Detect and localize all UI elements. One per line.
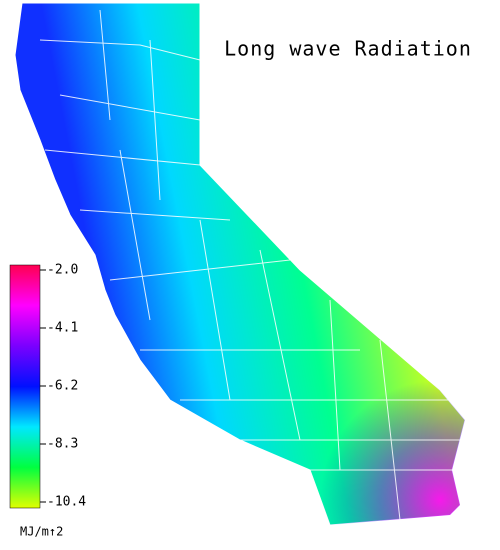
colorbar-tick-label: -8.3 [47, 437, 78, 452]
state-shape [14, 2, 466, 526]
colorbar-tick-label: -10.4 [47, 495, 86, 510]
map-title: Long wave Radiation [224, 37, 472, 61]
colorbar [9, 264, 41, 509]
colorbar-tick-label: -6.2 [47, 379, 78, 394]
colorbar-unit: MJ/m↑2 [20, 525, 63, 539]
colorbar-tick-label: -2.0 [47, 263, 78, 278]
colorbar-tick-label: -4.1 [47, 321, 78, 336]
